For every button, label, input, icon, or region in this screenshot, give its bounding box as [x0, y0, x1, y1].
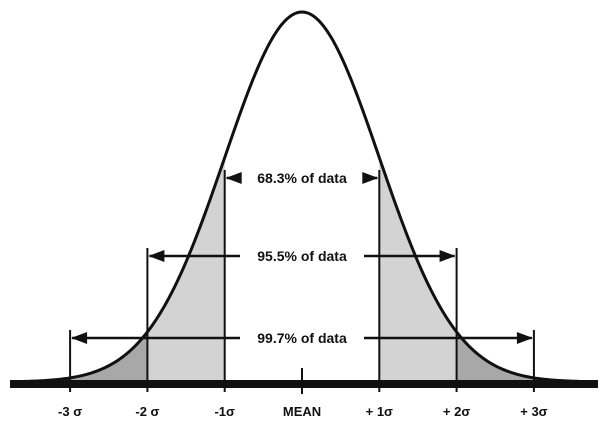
curve-layer — [9, 10, 599, 388]
range-label-0: 68.3% of data — [257, 170, 347, 186]
range-label-1: 95.5% of data — [257, 248, 347, 264]
tick-label-3: MEAN — [283, 404, 321, 419]
sigma-markers — [69, 170, 535, 394]
tick-label-5: + 2σ — [443, 404, 470, 419]
arrowhead-left-1 — [148, 250, 165, 262]
tick-label-4: + 1σ — [366, 404, 393, 419]
axis-ticks: -3 σ -2 σ -1σ MEAN + 1σ + 2σ + 3σ — [58, 404, 548, 419]
tick-label-6: + 3σ — [520, 404, 547, 419]
range-label-2: 99.7% of data — [257, 330, 347, 346]
range-labels: 68.3% of data 95.5% of data 99.7% of data — [257, 170, 347, 346]
range-arrows — [71, 172, 533, 344]
normal-curve — [9, 10, 599, 384]
shaded-band-3 — [456, 331, 534, 382]
tick-label-2: -1σ — [214, 404, 235, 419]
shaded-bands — [10, 157, 598, 382]
arrowhead-right-2 — [516, 332, 533, 344]
baseline-axis — [10, 380, 598, 388]
arrowhead-right-1 — [439, 250, 456, 262]
arrowhead-left-0 — [225, 172, 242, 184]
tick-label-0: -3 σ — [58, 404, 82, 419]
arrowhead-left-2 — [71, 332, 88, 344]
shaded-band-0 — [70, 331, 148, 382]
arrowhead-right-0 — [362, 172, 379, 184]
tick-label-1: -2 σ — [135, 404, 159, 419]
